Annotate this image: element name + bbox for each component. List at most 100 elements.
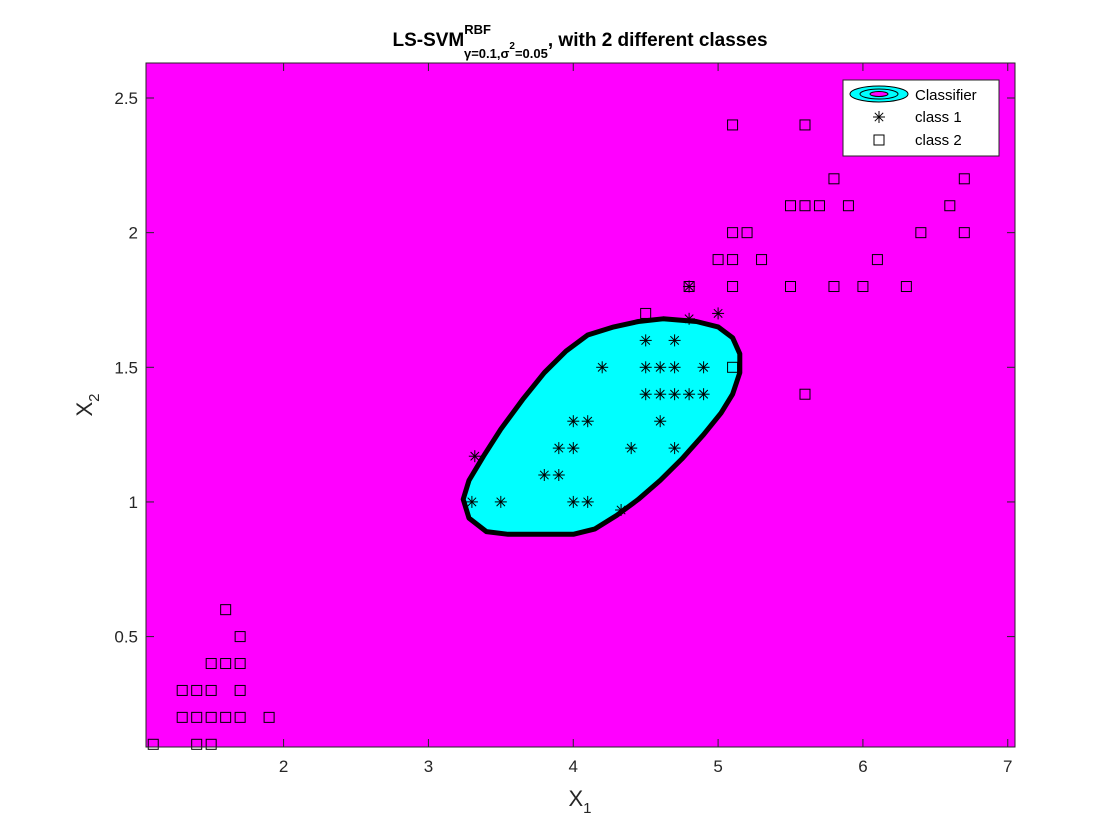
class2-marker [205,711,217,723]
class1-marker [697,388,710,401]
y-tick-label: 1 [129,493,138,512]
class1-marker [639,334,652,347]
class2-marker [727,281,739,293]
legend-square-icon [873,134,885,146]
class2-marker [799,200,811,212]
class1-marker [654,361,667,374]
class1-marker [668,442,681,455]
class1-marker [465,495,478,508]
class2-marker [220,711,232,723]
class1-marker [615,504,628,516]
class1-marker [552,469,565,481]
class1-marker [625,442,638,455]
class1-marker [683,388,696,401]
legend-class1-label: class 1 [915,109,962,126]
legend-asterisk-icon [873,111,885,123]
class2-marker [785,281,797,293]
class2-marker [205,738,217,750]
y-axis-label-base: X [72,402,97,417]
class1-marker [552,442,565,455]
class2-marker [799,388,811,400]
title-sub-rest: =0.05 [515,46,548,61]
class2-marker [857,281,869,293]
class2-marker [712,254,724,266]
title-sub-gamma: γ=0.1, [464,46,501,61]
data-markers [147,119,970,750]
class2-marker [828,281,840,293]
class2-marker [191,738,203,750]
class2-marker [785,200,797,212]
class2-marker [944,200,956,212]
y-tick-label: 2.5 [114,89,138,108]
class2-marker [234,658,246,670]
class2-marker [640,307,652,319]
class2-marker [263,711,275,723]
x-tick-label: 4 [569,757,578,776]
x-tick-label: 2 [279,757,288,776]
legend: Classifier class 1 class 2 [842,79,1000,157]
class1-marker [581,495,594,508]
class1-marker [712,307,725,320]
legend-classifier-icon [849,85,909,103]
legend-class2-label: class 2 [915,132,962,149]
class2-marker [727,361,739,373]
y-tick-label: 0.5 [114,628,138,647]
class2-marker [958,227,970,239]
class2-marker [234,711,246,723]
class2-marker [234,684,246,696]
class2-marker [813,200,825,212]
class2-marker [915,227,927,239]
class2-marker [741,227,753,239]
class1-marker [654,388,667,401]
class1-marker [596,361,609,374]
axes-box [145,62,1016,748]
class2-marker [871,254,883,266]
class2-marker [958,173,970,185]
class1-marker [639,361,652,374]
class2-marker [727,254,739,266]
y-axis-ticks: 0.5 1 1.5 2 2.5 [114,89,1015,647]
class2-marker [799,119,811,131]
class1-marker [639,388,652,401]
x-tick-label: 7 [1003,757,1012,776]
class2-marker [756,254,768,266]
class2-marker [147,738,159,750]
y-tick-label: 2 [129,224,138,243]
class2-marker [176,711,188,723]
y-tick-label: 1.5 [114,358,138,377]
class1-marker [567,495,580,508]
class2-marker [727,119,739,131]
class1-marker [697,361,710,374]
class2-marker [205,658,217,670]
title-suffix: , with 2 different classes [548,30,768,51]
class2-marker [205,684,217,696]
class2-marker [900,281,912,293]
class2-marker [234,631,246,643]
chart-title: LS-SVMRBF γ=0.1,σ2=0.05, with 2 different… [392,22,767,61]
class1-marker [567,415,580,428]
x-axis-label-sub: 1 [583,800,591,817]
y-axis-label-sub: 2 [86,393,103,401]
class1-marker [581,415,594,428]
x-axis-ticks: 2 3 4 5 6 7 [279,63,1012,776]
class2-marker [191,684,203,696]
title-sup: RBF [464,22,491,37]
class1-marker [668,388,681,401]
y-axis-label: X2 [72,393,103,416]
class1-marker [468,450,481,463]
class1-marker [538,469,551,481]
class2-marker [683,281,695,293]
class1-marker [567,442,580,455]
class2-marker [842,200,854,212]
class1-marker [494,495,507,508]
class2-marker [220,658,232,670]
x-axis-label: X1 [568,786,591,817]
x-tick-label: 3 [424,757,433,776]
class2-marker [220,604,232,616]
class2-marker [828,173,840,185]
classifier-region [460,316,743,537]
title-sub-sigma-sup: 2 [509,41,515,52]
title-sub-sigma: σ [501,46,510,61]
class2-marker [727,227,739,239]
